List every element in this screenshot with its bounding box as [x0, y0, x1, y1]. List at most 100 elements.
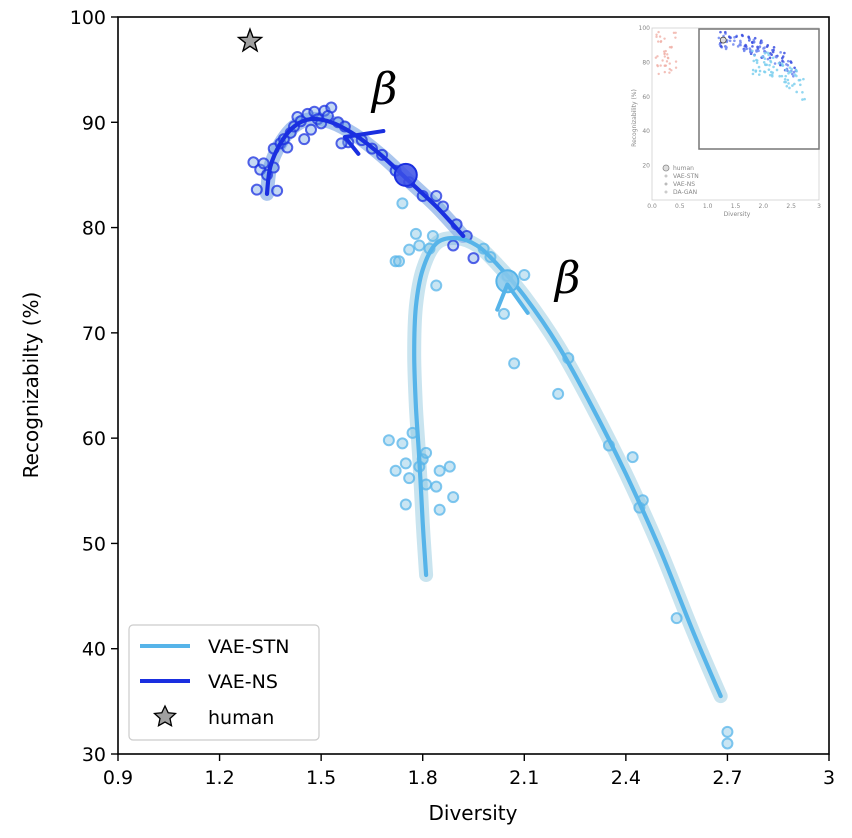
vae-stn-point-4	[426, 229, 439, 242]
inset-x-tick-6: 3	[817, 203, 821, 210]
inset-ns-dot	[719, 30, 722, 34]
inset-stn-dot	[793, 82, 796, 86]
inset-ns-dot	[724, 30, 727, 34]
inset-dagan-dot	[659, 40, 663, 44]
inset-stn-dot	[801, 91, 804, 94]
inset-ns-dot	[762, 47, 765, 50]
inset-stn-dot	[751, 72, 755, 76]
inset-ns-dot	[766, 57, 770, 61]
x-tick-label-3: 1.8	[408, 767, 438, 789]
inset-ns-dot	[744, 45, 748, 48]
vae-stn-point-0	[396, 197, 409, 210]
inset-stn-dot	[758, 69, 762, 73]
vae-ns-direction-arrow-icon	[342, 129, 386, 156]
vae-stn-point-24	[403, 472, 416, 485]
inset-x-tick-3: 1.5	[731, 203, 741, 210]
inset-stn-dot	[791, 84, 794, 87]
inset-dagan-dot	[670, 69, 673, 72]
inset-ns-dot	[732, 43, 735, 46]
inset-ns-dot	[728, 39, 732, 43]
vae-stn-point-23	[389, 464, 402, 477]
inset-stn-dot	[768, 73, 772, 77]
vae-stn-point-17	[382, 434, 395, 447]
inset-stn-dot	[751, 49, 754, 53]
inset-stn-dot	[781, 64, 784, 67]
inset-stn-dot	[757, 65, 761, 69]
inset-ns-dot	[747, 36, 751, 39]
inset-legend-da-gan: DA-GAN	[673, 189, 697, 196]
inset-dagan-dot	[668, 62, 671, 65]
x-tick-label-7: 3	[823, 767, 835, 789]
scatter-points	[247, 101, 734, 750]
inset-stn-dot	[798, 78, 802, 82]
inset-stn-dot	[801, 98, 804, 101]
inset-scatter	[654, 30, 806, 101]
inset-stn-dot	[778, 74, 781, 78]
y-tick-label-7: 100	[70, 7, 106, 29]
inset-legend: human VAE-STN VAE-NS DA-GAN	[662, 164, 699, 196]
inset-stn-dot	[754, 70, 758, 73]
vae-stn-point-3	[413, 239, 426, 252]
legend-star-icon	[152, 704, 178, 727]
inset-ns-dot	[770, 53, 773, 56]
inset-x-tick-2: 1.0	[703, 203, 713, 210]
inset-stn-dot	[790, 67, 793, 71]
inset-legend-human: human	[673, 165, 694, 172]
inset-x-tick-4: 2.0	[759, 203, 769, 210]
x-tick-label-2: 1.5	[306, 767, 336, 789]
inset-dagan-dot	[665, 60, 669, 63]
inset-dagan-dot	[657, 30, 660, 34]
inset-dagan-dot	[659, 64, 662, 67]
vae-ns-highlight-point	[393, 162, 418, 187]
inset-stn-dot	[784, 74, 788, 78]
legend-label-vae-stn: VAE-STN	[208, 636, 290, 658]
x-tick-label-5: 2.4	[611, 767, 641, 789]
inset-dagan-dot	[674, 36, 677, 39]
inset-ns-dot	[740, 33, 744, 37]
inset-ns-dot	[758, 45, 761, 49]
inset-dagan-dot	[655, 35, 658, 39]
inset-stn-dot	[772, 65, 775, 69]
y-tick-label-4: 70	[82, 323, 106, 345]
y-tick-label-2: 50	[82, 533, 106, 555]
vae-stn-point-22	[399, 457, 412, 470]
inset-ns-dot	[748, 47, 752, 50]
inset-stn-dot	[786, 78, 790, 82]
inset-x-tick-1: 0.5	[675, 203, 685, 210]
vae-stn-point-1	[409, 227, 422, 240]
inset-dagan-dot	[663, 52, 666, 56]
inset-ns-dot	[743, 48, 746, 52]
inset-stn-dot	[762, 60, 766, 64]
legend: VAE-STN VAE-NS human	[128, 624, 320, 741]
inset-dagan-dot	[656, 55, 659, 58]
vae-stn-direction-arrow-icon	[495, 282, 530, 315]
x-axis: 0.9 1.2 1.5 1.8 2.1 2.4 2.7 3	[103, 754, 835, 789]
inset-dagan-dot	[663, 37, 666, 40]
vae-stn-point-39	[721, 737, 734, 750]
beta-annotation-stn: β	[553, 253, 580, 304]
vae-ns-point-36	[447, 239, 460, 252]
vae-ns-point-5	[257, 157, 270, 170]
inset-legend-vae-ns: VAE-NS	[673, 181, 695, 188]
vae-stn-point-18	[396, 437, 409, 450]
inset-dagan-dot	[657, 72, 660, 76]
fitted-curves	[264, 116, 723, 699]
vae-stn-fit-curve-0	[412, 235, 723, 699]
x-axis-title: Diversity	[429, 801, 518, 825]
inset-y-tick-2: 60	[642, 94, 650, 101]
inset-ns-dot	[760, 41, 764, 44]
inset-ns-dot	[792, 70, 796, 74]
inset-dagan-dot	[674, 60, 678, 63]
vae-ns-point-25	[335, 137, 348, 150]
inset-stn-dot	[788, 86, 791, 90]
inset-stn-dot	[780, 74, 784, 78]
inset-dagan-dot	[670, 46, 673, 49]
vae-stn-point-32	[433, 503, 446, 516]
legend-label-vae-ns: VAE-NS	[208, 671, 278, 693]
inset-dagan-dot	[664, 64, 667, 67]
inset-x-label: Diversity	[724, 211, 751, 218]
inset-dagan-dot	[668, 71, 671, 74]
inset-ns-dot	[728, 36, 732, 39]
vae-stn-point-37	[670, 612, 683, 625]
inset-dagan-dot	[654, 56, 658, 59]
